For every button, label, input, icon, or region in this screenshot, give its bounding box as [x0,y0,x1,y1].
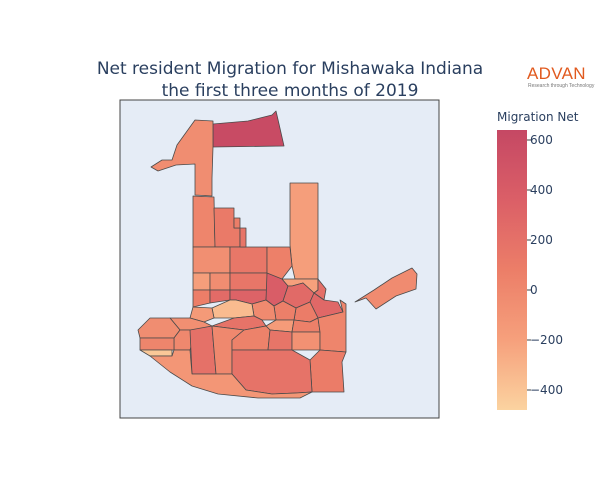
map-region[interactable] [149,349,313,399]
map-region[interactable] [354,267,418,310]
map-region[interactable] [233,217,241,229]
brand-logo-wordmark: ADVAN [527,64,586,83]
colorbar-tick-label: 400 [530,183,553,197]
map-title: Net resident Migration for Mishawaka Ind… [60,58,520,102]
colorbar-tick-label: 200 [530,233,553,247]
map-region[interactable] [267,329,293,351]
map-region[interactable] [192,272,211,291]
colorbar-title: Migration Net [497,110,579,124]
map-region[interactable] [192,246,231,274]
map-region[interactable] [150,119,214,197]
map-region[interactable] [139,337,175,351]
brand-logo: ADVAN Research through Technology [520,64,600,94]
map-region[interactable] [211,299,255,319]
map-region[interactable] [209,272,231,291]
map-region[interactable] [291,331,321,351]
map-region[interactable] [309,349,347,393]
map-region[interactable] [239,227,247,248]
map-region[interactable] [189,306,215,323]
map-region[interactable] [192,195,216,248]
colorbar [497,130,527,410]
map-region[interactable] [212,110,285,148]
colorbar-tick-label: −200 [530,333,563,347]
colorbar-ticks [527,139,531,391]
colorbar-tick-label: 0 [530,283,538,297]
brand-logo-tagline: Research through Technology [528,83,595,89]
map-region[interactable] [229,246,268,274]
map-region[interactable] [317,299,347,353]
map-regions [137,110,418,399]
colorbar-tick-label: 600 [530,133,553,147]
map-title-line-1: Net resident Migration for Mishawaka Ind… [96,59,484,79]
map-region[interactable] [289,182,319,280]
map-title-line-2: the first three months of 2019 [161,81,419,101]
map-region[interactable] [229,272,268,291]
colorbar-tick-label: −400 [530,383,563,397]
map-region[interactable] [189,325,217,375]
